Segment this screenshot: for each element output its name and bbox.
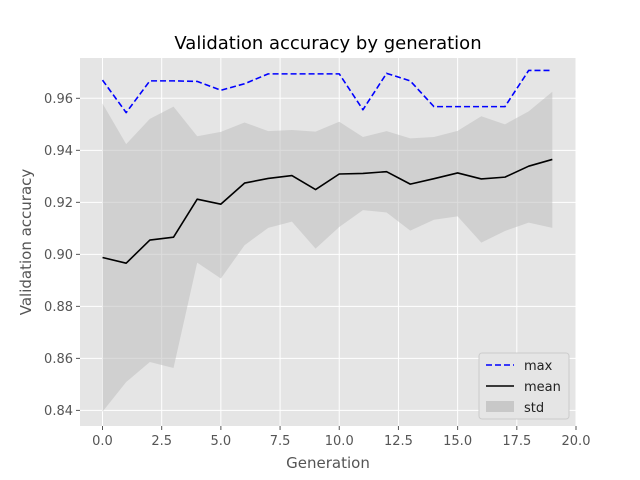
x-tick-label-4: 10.0 (325, 434, 354, 449)
x-tick-label-8: 20.0 (562, 434, 591, 449)
legend-label-max: max (524, 359, 553, 374)
series-layer (101, 69, 553, 264)
chart-title: Validation accuracy by generation (174, 33, 481, 54)
std-band (102, 91, 553, 412)
legend-swatch-std (486, 401, 514, 412)
x-tick-label-6: 15.0 (443, 434, 472, 449)
mean-series-line (102, 158, 553, 264)
legend-label-std: std (524, 401, 544, 416)
y-tick-label-6: 0.96 (44, 92, 73, 107)
y-axis-label: Validation accuracy (17, 169, 35, 316)
x-axis-label: Generation (286, 454, 370, 472)
y-tick-label-0: 0.84 (44, 404, 73, 419)
x-tick-label-0: 0.0 (92, 434, 113, 449)
legend: max mean std (478, 352, 570, 420)
x-axis-ticks: 0.0 2.5 5.0 7.5 10.0 12.5 15.0 17.5 20.0 (92, 426, 590, 449)
x-tick-label-5: 12.5 (384, 434, 413, 449)
y-tick-label-3: 0.90 (44, 248, 73, 263)
max-series-line (101, 69, 553, 114)
x-tick-label-1: 2.5 (151, 434, 172, 449)
y-axis-ticks: 0.84 0.86 0.88 0.90 0.92 0.94 0.96 (44, 92, 80, 419)
y-tick-label-5: 0.94 (44, 144, 73, 159)
x-tick-label-2: 5.0 (211, 434, 232, 449)
std-band-layer (102, 91, 553, 412)
y-tick-label-4: 0.92 (44, 196, 73, 211)
x-tick-label-3: 7.5 (270, 434, 291, 449)
legend-label-mean: mean (524, 380, 561, 395)
x-tick-label-7: 17.5 (502, 434, 531, 449)
y-tick-label-1: 0.86 (44, 352, 73, 367)
y-tick-label-2: 0.88 (44, 300, 73, 315)
